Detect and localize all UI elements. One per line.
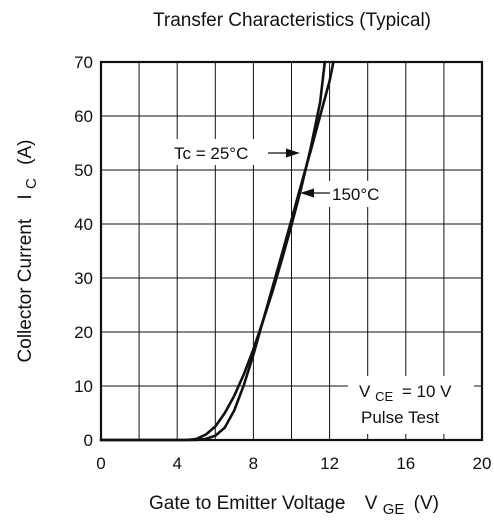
plot-frame [99,60,484,442]
y-tick-label: 30 [74,269,93,288]
x-axis-title-subscript: GE [383,501,405,518]
chart-title: Transfer Characteristics (Typical) [153,10,431,31]
curve-tc-150c [99,60,335,442]
tc150-arrow [300,188,330,198]
x-tick-label: 20 [473,454,492,473]
y-tick-labels: 0 10 20 30 40 50 60 70 [74,53,93,450]
y-tick-label: 50 [74,161,93,180]
y-tick-label: 40 [74,215,93,234]
test-condition-vce: V CE = 10 V [359,382,452,405]
y-tick-label: 20 [74,323,93,342]
vce-subscript: CE [375,389,393,404]
vce-value: = 10 V [402,382,452,401]
test-condition-mode: Pulse Test [361,408,439,427]
y-tick-label: 60 [74,107,93,126]
x-tick-label: 4 [172,454,181,473]
y-tick-label: 10 [74,377,93,396]
tc150-label-bg [328,181,396,207]
tc25-label-bg [170,139,286,165]
y-axis-title-symbol: I [15,194,36,199]
x-tick-label: 0 [96,454,105,473]
x-tick-label: 16 [396,454,415,473]
y-tick-label: 0 [84,431,93,450]
curves [99,60,335,442]
tc25-arrow [268,148,300,158]
x-tick-label: 8 [249,454,258,473]
x-axis-title-unit: (V) [414,493,439,514]
x-tick-label: 12 [320,454,339,473]
y-axis-title-subscript: C [23,178,40,189]
x-axis-title-main: Gate to Emitter Voltage [149,493,345,514]
test-conditions-bg [348,376,474,434]
x-axis-title-symbol: V [365,493,378,514]
x-tick-labels: 0 4 8 12 16 20 [96,454,491,473]
tc25-label: Tc = 25°C [174,144,248,163]
x-axis-title: Gate to Emitter Voltage V GE (V) [149,493,439,519]
y-axis-title-main: Collector Current [15,218,36,362]
tc150-label: 150°C [332,185,379,204]
y-axis-title-unit: (A) [15,140,36,165]
y-axis-title: Collector Current I C (A) [15,140,41,363]
y-tick-label: 70 [74,53,93,72]
vce-symbol: V [359,382,371,401]
